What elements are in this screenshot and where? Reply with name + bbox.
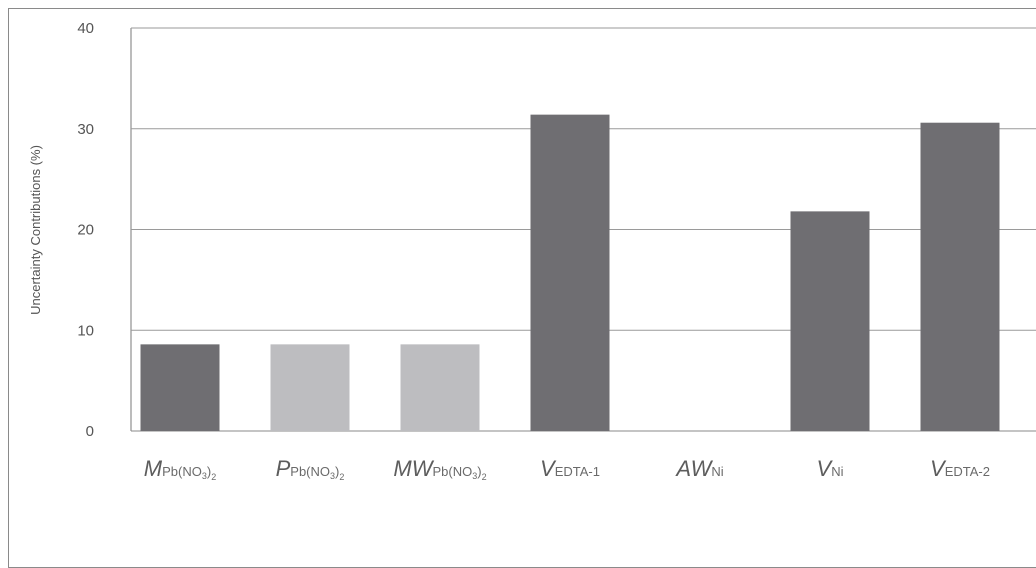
bar bbox=[140, 344, 220, 431]
bars bbox=[140, 114, 1000, 432]
bar bbox=[790, 211, 870, 431]
bar bbox=[400, 344, 480, 431]
bar bbox=[270, 344, 350, 431]
bar bbox=[530, 114, 610, 432]
y-tick-label: 40 bbox=[77, 20, 94, 37]
x-category-label: VEDTA-2 bbox=[930, 456, 990, 481]
y-tick-label: 30 bbox=[77, 121, 94, 138]
bar bbox=[920, 122, 1000, 431]
y-tick-label: 20 bbox=[77, 222, 94, 239]
y-tick-label: 0 bbox=[86, 423, 94, 440]
y-tick-label: 10 bbox=[77, 322, 94, 339]
x-category-label: PPb(NO3)2 bbox=[276, 456, 345, 482]
bar-chart: 0 10 20 30 40 MPb(NO3)2 PPb(NO3)2 MWPb(NO3)2 VE… bbox=[28, 20, 1036, 482]
y-axis-title: Uncertainty Contributions (%) bbox=[28, 145, 43, 315]
x-category-label: AWNi bbox=[674, 456, 723, 481]
x-category-label: VEDTA-1 bbox=[540, 456, 600, 481]
x-category-labels: MPb(NO3)2 PPb(NO3)2 MWPb(NO3)2 VEDTA-1 AWNi V… bbox=[144, 456, 990, 482]
y-tick-labels: 0 10 20 30 40 bbox=[77, 20, 94, 440]
x-category-label: MWPb(NO3)2 bbox=[393, 456, 486, 482]
x-category-label: VNi bbox=[817, 456, 844, 481]
x-category-label: MPb(NO3)2 bbox=[144, 456, 216, 482]
